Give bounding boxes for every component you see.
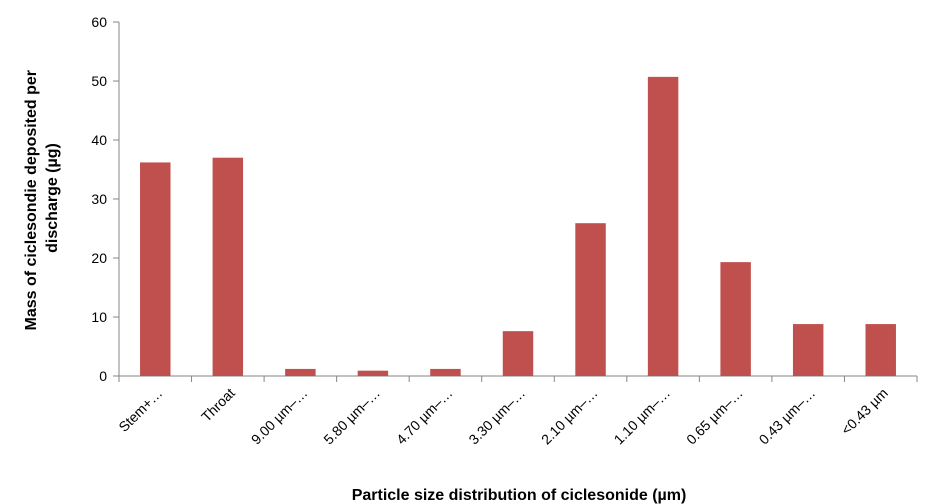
bar — [647, 76, 679, 377]
x-tick-label: 0.65 µm–… — [683, 385, 746, 448]
bar — [575, 223, 606, 376]
bar — [212, 157, 244, 376]
x-tick-label: 3.30 µm–… — [465, 385, 528, 448]
y-axis-title: Mass of ciclesondie deposited per discha… — [23, 66, 61, 331]
y-tick-label: 10 — [91, 309, 107, 325]
x-axis: Stem+… Throat 9.00 µm–… 5.80 µm–… 4.70 µm–… 3… — [115, 375, 918, 448]
bar — [792, 324, 824, 376]
x-tick-label: Throat — [198, 385, 238, 425]
x-tick-label: 2.10 µm–… — [538, 385, 601, 448]
bar — [140, 162, 171, 376]
bar — [502, 331, 534, 376]
x-axis-title: Particle size distribution of ciclesonid… — [352, 487, 687, 504]
bar — [285, 368, 316, 376]
y-axis-title-line-1: Mass of ciclesondie deposited per — [23, 70, 40, 331]
bar — [720, 262, 751, 376]
y-tick-label: 0 — [99, 368, 107, 384]
bar — [430, 368, 461, 376]
x-tick-label: 1.10 µm–… — [611, 385, 674, 448]
y-tick-label: 40 — [91, 132, 107, 148]
x-tick-label: 9.00 µm–… — [248, 385, 311, 448]
y-tick-label: 60 — [91, 14, 107, 30]
x-tick-label: 0.43 µm–… — [756, 385, 819, 448]
x-tick-label: 5.80 µm–… — [320, 385, 383, 448]
bar — [357, 370, 389, 376]
bar — [865, 324, 896, 376]
y-tick-label: 20 — [91, 250, 107, 266]
y-tick-label: 30 — [91, 191, 107, 207]
bars — [140, 76, 896, 377]
x-tick-label: 4.70 µm–… — [393, 385, 456, 448]
x-tick-label: Stem+… — [115, 385, 165, 435]
y-axis-title-line-2: discharge (µg) — [44, 143, 61, 253]
y-tick-label: 50 — [91, 73, 107, 89]
x-tick-label: <0.43 µm — [838, 385, 891, 438]
y-axis: 0 10 20 30 40 50 60 — [91, 14, 120, 384]
